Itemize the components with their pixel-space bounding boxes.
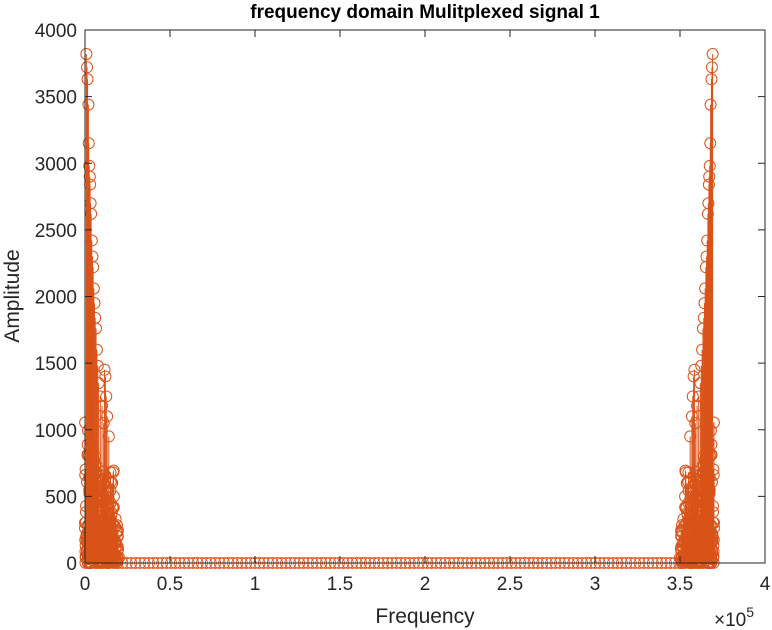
- x-tick-labels: 0 0.5 1 1.5 2 2.5 3 3.5 4: [80, 574, 771, 595]
- marker-left: [112, 543, 125, 556]
- y-tick-label: 500: [45, 487, 77, 508]
- marker-left: [80, 47, 93, 60]
- marker-right: [687, 370, 700, 383]
- marker-right: [705, 73, 718, 86]
- marker-right: [707, 416, 720, 429]
- marker-left: [100, 390, 113, 403]
- marker-left: [85, 207, 98, 220]
- marker-left: [81, 73, 94, 86]
- x-tick-label: 4: [760, 574, 771, 595]
- y-tick-label: 2500: [35, 221, 77, 242]
- marker-right: [688, 363, 701, 376]
- marker-left: [90, 322, 103, 335]
- x-multiplier-base: ×10: [714, 610, 746, 630]
- y-axis-label: Amplitude: [1, 249, 24, 342]
- marker-left: [101, 410, 114, 423]
- marker-left: [99, 370, 112, 383]
- x-tick-label: 2: [420, 574, 431, 595]
- x-axis-label: Frequency: [375, 605, 475, 628]
- marker-left: [109, 513, 122, 526]
- x-tick-label: 3.5: [667, 574, 693, 595]
- chart-title: frequency domain Mulitplexed signal 1: [250, 2, 600, 23]
- x-tick-label: 3: [590, 574, 601, 595]
- marker-left: [107, 464, 120, 477]
- y-tick-labels: 0 500 1000 1500 2000 2500 3000 3500 4000: [35, 21, 77, 575]
- marker-left: [98, 363, 111, 376]
- marker-left: [88, 297, 101, 310]
- x-tick-label: 1.5: [327, 574, 353, 595]
- marker-left: [87, 261, 100, 274]
- y-tick-label: 2000: [35, 288, 77, 309]
- y-tick-label: 0: [66, 554, 77, 575]
- marker-left: [82, 98, 95, 111]
- marker-left: [90, 343, 103, 356]
- marker-left: [91, 359, 104, 372]
- x-multiplier-exponent: 5: [746, 604, 754, 620]
- marker-right: [703, 159, 716, 172]
- marker-left: [81, 61, 94, 74]
- y-tick-label: 3000: [35, 154, 77, 175]
- y-tick-label: 4000: [35, 21, 77, 42]
- x-tick-label: 2.5: [497, 574, 523, 595]
- x-tick-label: 1: [250, 574, 261, 595]
- marker-left: [97, 417, 110, 430]
- marker-left: [104, 476, 117, 489]
- y-tick-label: 1500: [35, 354, 77, 375]
- marker-left: [102, 430, 115, 443]
- data-series: [79, 47, 720, 569]
- marker-left: [111, 524, 124, 537]
- marker-right: [706, 47, 719, 60]
- x-tick-label: 0: [80, 574, 91, 595]
- y-tick-label: 1000: [35, 421, 77, 442]
- marker-left: [85, 234, 98, 247]
- marker-left: [82, 137, 95, 150]
- axes: [84, 29, 766, 564]
- marker-left: [87, 282, 100, 295]
- marker-left: [83, 170, 96, 183]
- x-axis-multiplier: ×105: [714, 604, 754, 630]
- marker-right: [707, 522, 720, 535]
- plot-area: [85, 30, 765, 563]
- y-tick-label: 3500: [35, 88, 77, 109]
- x-tick-label: 0.5: [157, 574, 183, 595]
- marker-right: [704, 98, 717, 111]
- marker-right: [705, 61, 718, 74]
- marker-left: [107, 490, 120, 503]
- marker-right: [702, 197, 715, 210]
